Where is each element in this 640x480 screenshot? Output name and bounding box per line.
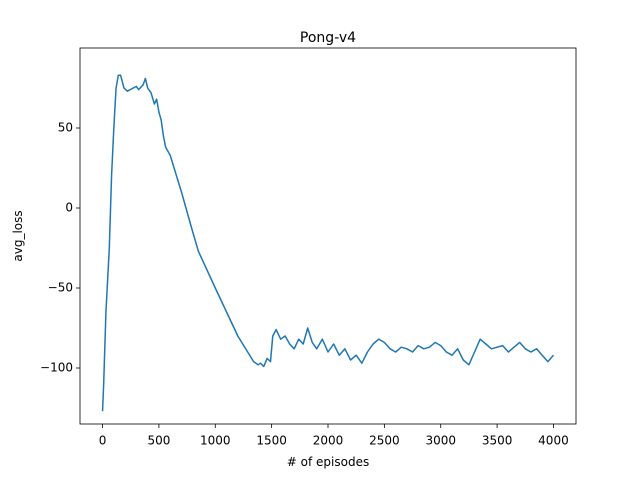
y-tick-label: −50 <box>48 281 73 295</box>
x-tick-label: 1500 <box>256 434 287 448</box>
x-tick-label: 3500 <box>482 434 513 448</box>
x-tick-label: 1000 <box>200 434 231 448</box>
data-line <box>101 74 555 412</box>
x-tick-label: 3000 <box>425 434 456 448</box>
y-tick-label: −100 <box>40 361 73 375</box>
x-tick-label: 4000 <box>538 434 569 448</box>
y-tick-label: 50 <box>58 121 73 135</box>
x-tick-label: 0 <box>99 434 107 448</box>
x-tick-label: 500 <box>147 434 170 448</box>
x-tick-label: 2500 <box>369 434 400 448</box>
y-tick-label: 0 <box>65 201 73 215</box>
x-tick-label: 2000 <box>313 434 344 448</box>
y-axis-label: avg_loss <box>11 210 25 261</box>
chart-title: Pong-v4 <box>300 30 356 46</box>
plot-frame <box>79 47 577 425</box>
x-axis-label: # of episodes <box>287 455 369 469</box>
